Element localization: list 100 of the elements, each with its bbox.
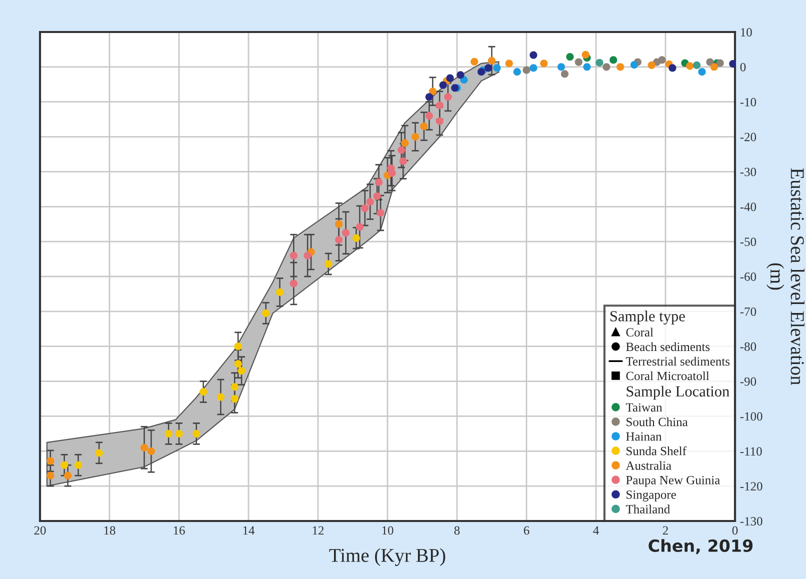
point [582, 50, 590, 59]
point [616, 63, 624, 71]
point [444, 93, 452, 101]
point [425, 112, 434, 120]
point [147, 447, 156, 455]
point [290, 252, 298, 260]
point [140, 444, 148, 452]
point [436, 117, 444, 125]
y-tick-label: -40 [740, 202, 756, 212]
point [234, 342, 242, 350]
point [373, 192, 381, 200]
legend-label: South China [626, 417, 688, 426]
text: Chen, 2019 [648, 539, 753, 554]
point [335, 236, 343, 244]
x-tick-label: 20 [34, 526, 46, 535]
point [710, 63, 718, 71]
point [557, 63, 566, 71]
x-axis-title: Time (Kyr BP) [329, 548, 446, 566]
point [399, 157, 407, 166]
point [493, 64, 501, 72]
x-tick-label: 6 [524, 526, 530, 535]
point [46, 472, 54, 480]
point [574, 58, 582, 66]
point [658, 56, 666, 64]
point [352, 234, 360, 242]
point [522, 66, 530, 74]
point [610, 56, 618, 64]
point [484, 64, 492, 72]
point [200, 388, 208, 396]
point [356, 223, 364, 231]
point [216, 393, 225, 401]
y-tick-label: -100 [740, 412, 762, 421]
point [290, 280, 298, 288]
point [175, 430, 183, 438]
point [361, 204, 369, 212]
point [238, 367, 246, 375]
point [566, 52, 574, 61]
point [342, 229, 350, 237]
legend-title: Sample type [610, 310, 685, 325]
point [376, 209, 384, 217]
y-tick-label: -70 [740, 307, 756, 316]
point [668, 64, 676, 72]
point [530, 64, 538, 72]
y-tick-label: -10 [740, 98, 756, 106]
point [164, 430, 172, 438]
point [366, 198, 374, 206]
point [596, 58, 604, 67]
legend-label: Australia [626, 461, 672, 470]
point [446, 74, 454, 82]
x-tick-label: 16 [174, 526, 185, 535]
legend-label: Thailand [626, 504, 670, 514]
legend-label: Coral Microatoll [626, 371, 710, 380]
point [398, 146, 406, 154]
y-tick-label: -50 [740, 238, 756, 246]
point [46, 457, 54, 465]
y-tick-label: -60 [740, 272, 756, 281]
legend-label: Coral [626, 328, 654, 337]
point [540, 60, 548, 68]
point [60, 461, 68, 469]
y-tick-label: 0 [740, 62, 746, 72]
x-tick-label: 2 [662, 526, 668, 535]
point [698, 68, 706, 76]
point [692, 61, 701, 69]
point [716, 59, 724, 67]
point [530, 51, 538, 59]
point [505, 60, 513, 68]
y-axis-title: Eustatic Sea level Elevation (m) [766, 168, 804, 385]
x-tick-label: 8 [454, 526, 460, 535]
point [706, 58, 714, 66]
point [488, 56, 496, 64]
y-tick-label: -90 [740, 377, 756, 386]
point [95, 449, 103, 457]
point [324, 260, 332, 268]
point [428, 88, 436, 96]
point [304, 252, 312, 260]
point [686, 62, 694, 70]
x-tick-label: 14 [243, 526, 255, 535]
point [388, 169, 396, 177]
point [630, 61, 638, 69]
point [401, 139, 409, 147]
legend-label: Beach sediments [626, 342, 710, 352]
legend-label: Sample Location [626, 386, 730, 400]
y-tick-label: -20 [740, 132, 756, 142]
point [560, 70, 569, 78]
legend-label: Hainan [626, 432, 662, 441]
point [234, 360, 242, 368]
point [439, 81, 447, 89]
y-tick-label: -120 [740, 482, 762, 491]
legend-label: Taiwan [626, 403, 662, 412]
y-tick-label: -110 [740, 447, 762, 456]
x-tick-label: 18 [104, 526, 116, 535]
y-tick-label: -80 [740, 342, 756, 351]
x-tick-label: 12 [312, 526, 324, 535]
point [192, 430, 200, 438]
point [262, 309, 270, 317]
point [648, 61, 656, 69]
point [64, 472, 72, 480]
x-tick-label: 10 [382, 526, 394, 535]
point [335, 220, 343, 228]
point [375, 178, 383, 186]
